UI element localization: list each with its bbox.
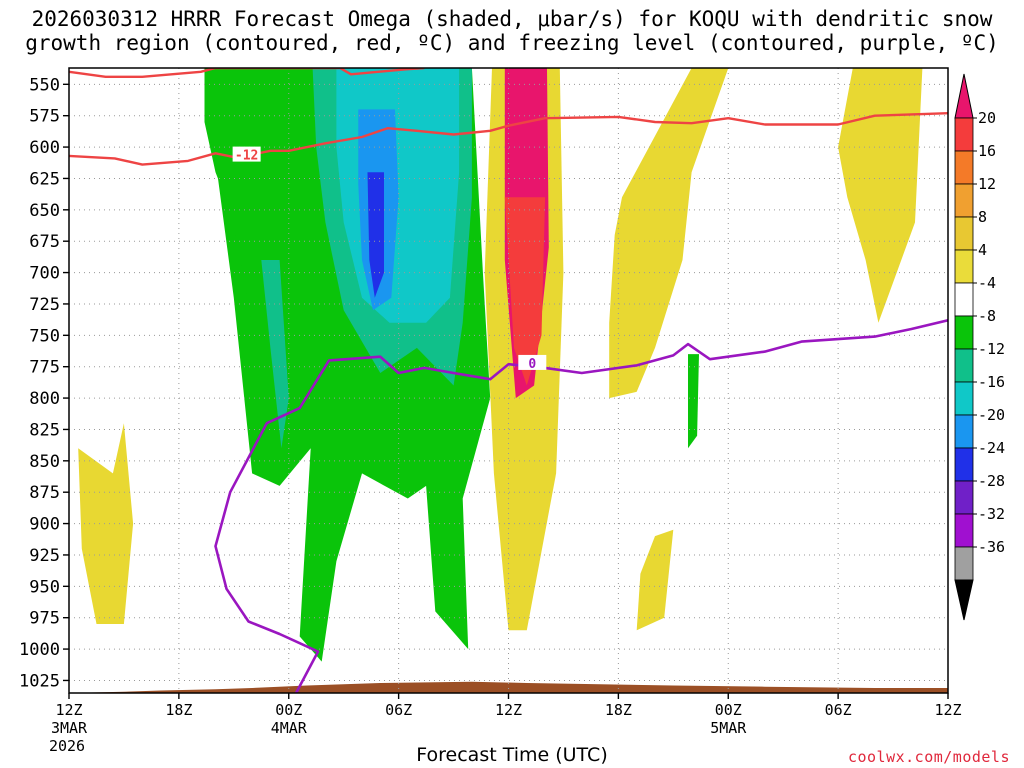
colorbar-swatch-11 — [954, 447, 974, 482]
dgz-upper-contour — [69, 68, 425, 79]
x-tick-label-6: 18Z — [165, 701, 192, 719]
freezing-contour-label: 0 — [528, 357, 536, 372]
colorbar-label-13: -36 — [978, 538, 1005, 556]
colorbar: 20 16 12 8 4 -4 -8 -12 -16 -20 -24 -28 -32 -36 — [954, 73, 1005, 621]
x-tick-label-48: 12Z — [934, 701, 961, 719]
y-tick-label-1025: 1025 — [19, 671, 60, 691]
omega-region-eastern-descent — [636, 529, 674, 631]
freezing-level-contour — [214, 319, 948, 693]
colorbar-swatch-2 — [954, 150, 974, 185]
colorbar-label-0: 20 — [978, 109, 996, 127]
colorbar-swatch-3 — [954, 183, 974, 218]
omega-region-east-sinking — [609, 68, 729, 399]
y-tick-label-850: 850 — [29, 452, 60, 472]
x-axis-title: Forecast Time (UTC) — [416, 744, 608, 766]
y-tick-label-900: 900 — [29, 515, 60, 535]
colorbar-swatch-8 — [954, 348, 974, 383]
y-tick-label-775: 775 — [29, 358, 60, 378]
y-tick-label-575: 575 — [29, 107, 60, 127]
gridlines — [69, 68, 948, 693]
colorbar-label-6: -8 — [978, 307, 996, 325]
colorbar-label-11: -28 — [978, 472, 1005, 490]
omega-region-extreme-ascent — [367, 172, 384, 298]
y-tick-label-725: 725 — [29, 295, 60, 315]
colorbar-label-3: 8 — [978, 208, 987, 226]
credit-link[interactable]: coolwx.com/models — [847, 748, 1010, 766]
colorbar-swatch-10 — [954, 414, 974, 449]
colorbar-label-4: 4 — [978, 241, 987, 259]
y-tick-label-600: 600 — [29, 138, 60, 158]
x-tick-label-42: 06Z — [825, 701, 852, 719]
colorbar-swatch-12 — [954, 480, 974, 515]
colorbar-bottom-arrow — [954, 579, 974, 621]
x-date-label-12: 4MAR — [271, 719, 308, 737]
colorbar-swatch-4 — [954, 216, 974, 251]
x-tick-label-24: 12Z — [495, 701, 522, 719]
colorbar-swatch-1 — [954, 117, 974, 152]
y-tick-label-750: 750 — [29, 326, 60, 346]
colorbar-swatch-5 — [954, 249, 974, 284]
x-tick-label-18: 06Z — [385, 701, 412, 719]
colorbar-swatch-7 — [954, 315, 974, 350]
y-tick-label-950: 950 — [29, 577, 60, 597]
colorbar-swatch-14 — [954, 546, 974, 581]
chart-title-line-1: 2026030312 HRRR Forecast Omega (shaded, … — [31, 7, 993, 31]
y-tick-label-675: 675 — [29, 232, 60, 252]
y-tick-label-800: 800 — [29, 389, 60, 409]
colorbar-label-9: -20 — [978, 406, 1005, 424]
colorbar-swatch-9 — [954, 381, 974, 416]
omega-region-ascent-cell — [688, 354, 699, 449]
y-axis: 550 575 600 625 650 675 700 725 750 775 800 825 850 8… — [19, 75, 69, 691]
y-tick-label-975: 975 — [29, 609, 60, 629]
colorbar-label-7: -12 — [978, 340, 1005, 358]
contour-lines: -12 0 — [69, 68, 948, 693]
x-year-label-0: 2026 — [49, 737, 85, 755]
x-tick-label-36: 00Z — [715, 701, 742, 719]
omega-region-ascent-band-west — [204, 68, 267, 348]
colorbar-swatch-13 — [954, 513, 974, 548]
colorbar-top-arrow — [954, 73, 974, 119]
omega-shading — [78, 68, 923, 662]
x-date-label-36: 5MAR — [710, 719, 747, 737]
y-tick-label-700: 700 — [29, 264, 60, 284]
freezing-contour-label-bg — [518, 354, 547, 370]
omega-region-sinking-core — [504, 197, 546, 386]
terrain-layer — [69, 681, 948, 693]
colorbar-label-12: -32 — [978, 505, 1005, 523]
omega-region-west-sinking — [78, 423, 134, 624]
y-tick-label-1000: 1000 — [19, 640, 60, 660]
dgz-contour-label-bg — [232, 146, 261, 162]
y-tick-label-625: 625 — [29, 169, 60, 189]
y-tick-label-925: 925 — [29, 546, 60, 566]
colorbar-label-2: 12 — [978, 175, 996, 193]
dgz-contour-label: -12 — [235, 149, 258, 164]
chart-title-line-2: growth region (contoured, red, ºC) and f… — [25, 31, 999, 55]
x-tick-label-0: 12Z — [55, 701, 82, 719]
colorbar-label-10: -24 — [978, 439, 1005, 457]
y-tick-label-875: 875 — [29, 483, 60, 503]
dgz-lower-contour — [69, 112, 948, 166]
colorbar-label-5: -4 — [978, 274, 996, 292]
y-tick-label-550: 550 — [29, 75, 60, 95]
y-tick-label-650: 650 — [29, 201, 60, 221]
x-date-label-0: 3MAR — [51, 719, 88, 737]
terrain-fill — [69, 681, 948, 693]
colorbar-swatch-6 — [954, 282, 974, 317]
omega-region-far-east-sinking — [838, 68, 923, 323]
y-tick-label-825: 825 — [29, 420, 60, 440]
omega-region-moderate-ascent — [261, 260, 289, 449]
colorbar-label-1: 16 — [978, 142, 996, 160]
x-tick-label-30: 18Z — [605, 701, 632, 719]
x-tick-label-12: 00Z — [275, 701, 302, 719]
colorbar-label-8: -16 — [978, 373, 1005, 391]
